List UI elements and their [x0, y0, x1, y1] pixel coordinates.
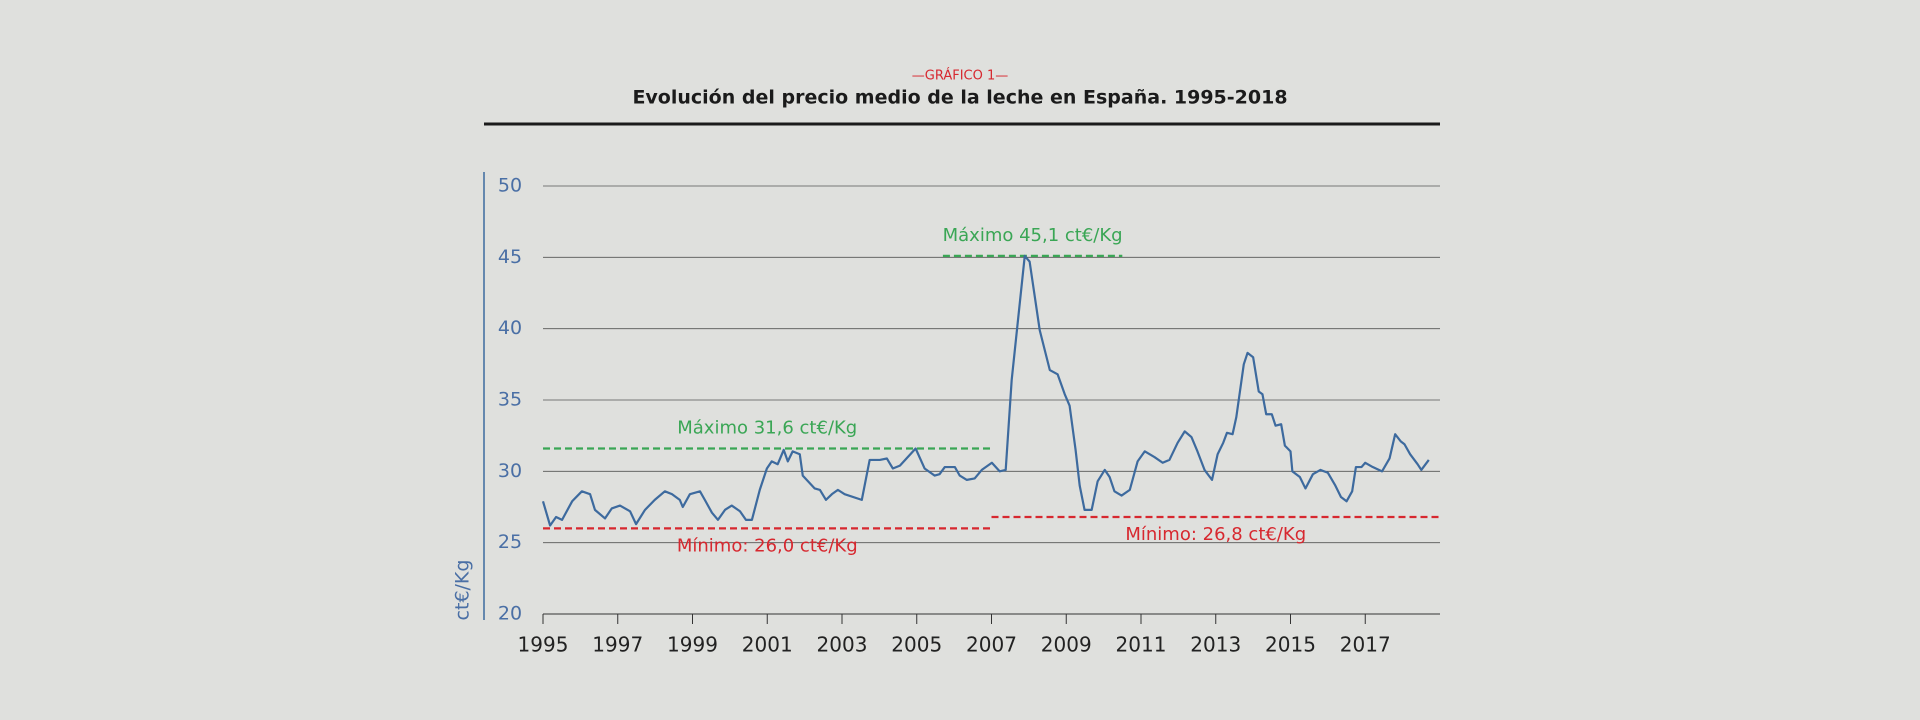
x-tick-label: 2009 [1041, 633, 1092, 657]
x-tick-label: 1997 [592, 633, 643, 657]
chart-title: Evolución del precio medio de la leche e… [632, 87, 1287, 109]
y-tick-label: 30 [498, 460, 522, 482]
x-tick-label: 2003 [817, 633, 868, 657]
y-axis-label: ct€/Kg [452, 560, 474, 621]
x-tick-label: 2007 [966, 633, 1017, 657]
x-tick-label: 2011 [1116, 633, 1167, 657]
reference-label: Máximo 45,1 ct€/Kg [943, 225, 1123, 246]
y-tick-label: 35 [498, 389, 522, 411]
reference-label: Mínimo: 26,0 ct€/Kg [677, 535, 858, 556]
x-tick-label: 1999 [667, 633, 718, 657]
reference-label: Mínimo: 26,8 ct€/Kg [1125, 524, 1306, 545]
x-tick-label: 2005 [891, 633, 942, 657]
x-tick-label: 2017 [1340, 633, 1391, 657]
x-tick-label: 2001 [742, 633, 793, 657]
y-tick-label: 40 [498, 317, 522, 339]
chart-supertitle: —GRÁFICO 1— [912, 68, 1009, 84]
x-tick-label: 2015 [1265, 633, 1316, 657]
x-tick-label: 2013 [1190, 633, 1241, 657]
y-tick-label: 45 [498, 246, 522, 268]
line-series [541, 254, 1430, 527]
y-tick-label: 20 [498, 603, 522, 625]
reference-label: Máximo 31,6 ct€/Kg [677, 418, 857, 439]
x-tick-label: 1995 [518, 633, 569, 657]
y-tick-label: 25 [498, 531, 522, 553]
y-tick-label: 50 [498, 175, 522, 197]
